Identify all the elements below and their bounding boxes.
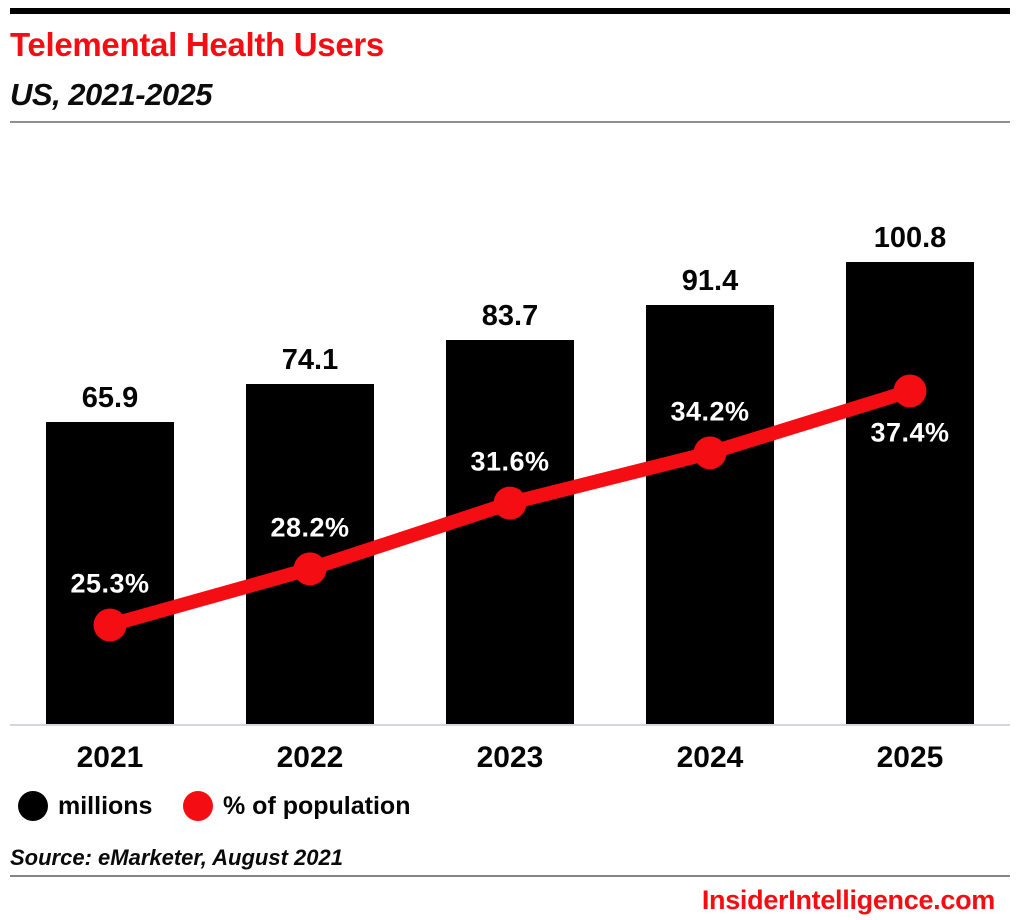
legend-label: % of population: [223, 791, 411, 820]
line-value-label: 25.3%: [70, 568, 150, 599]
bar-value-label: 74.1: [281, 344, 339, 377]
legend-item-millions: millions: [18, 790, 152, 822]
x-axis-label-2021: 2021: [76, 741, 144, 774]
bar-2024: [646, 304, 774, 724]
header-divider: [10, 121, 1010, 123]
chart-title: Telemental Health Users: [10, 26, 384, 63]
x-axis-label-2023: 2023: [476, 741, 544, 774]
legend-dot-red: [183, 791, 213, 821]
bar-2025: [846, 261, 974, 724]
bar-value-label: 65.9: [81, 381, 139, 414]
line-value-label: 37.4%: [870, 417, 950, 448]
bar-value-label: 100.8: [873, 221, 947, 254]
legend-label: millions: [58, 791, 153, 820]
footer-divider: [10, 875, 1010, 877]
x-axis-label-2025: 2025: [876, 741, 944, 774]
x-axis-baseline: [10, 724, 1010, 726]
source-note: Source: eMarketer, August 2021: [10, 845, 343, 870]
chart-subtitle: US, 2021-2025: [10, 77, 213, 112]
line-value-label: 34.2%: [670, 396, 750, 427]
top-accent-bar: [10, 8, 1010, 14]
site-link[interactable]: InsiderIntelligence.com: [701, 885, 995, 915]
x-axis-label-2022: 2022: [276, 741, 344, 774]
bar-value-label: 83.7: [481, 300, 539, 333]
legend-item-percent: % of population: [183, 790, 410, 822]
legend: millions % of population: [0, 790, 1020, 824]
x-axis-label-2024: 2024: [676, 741, 744, 774]
line-value-label: 28.2%: [270, 512, 350, 543]
bar-value-label: 91.4: [681, 264, 739, 297]
bar-2022: [246, 384, 374, 724]
line-value-label: 31.6%: [470, 446, 550, 477]
legend-dot-black: [18, 791, 48, 821]
bar-2023: [446, 340, 574, 724]
